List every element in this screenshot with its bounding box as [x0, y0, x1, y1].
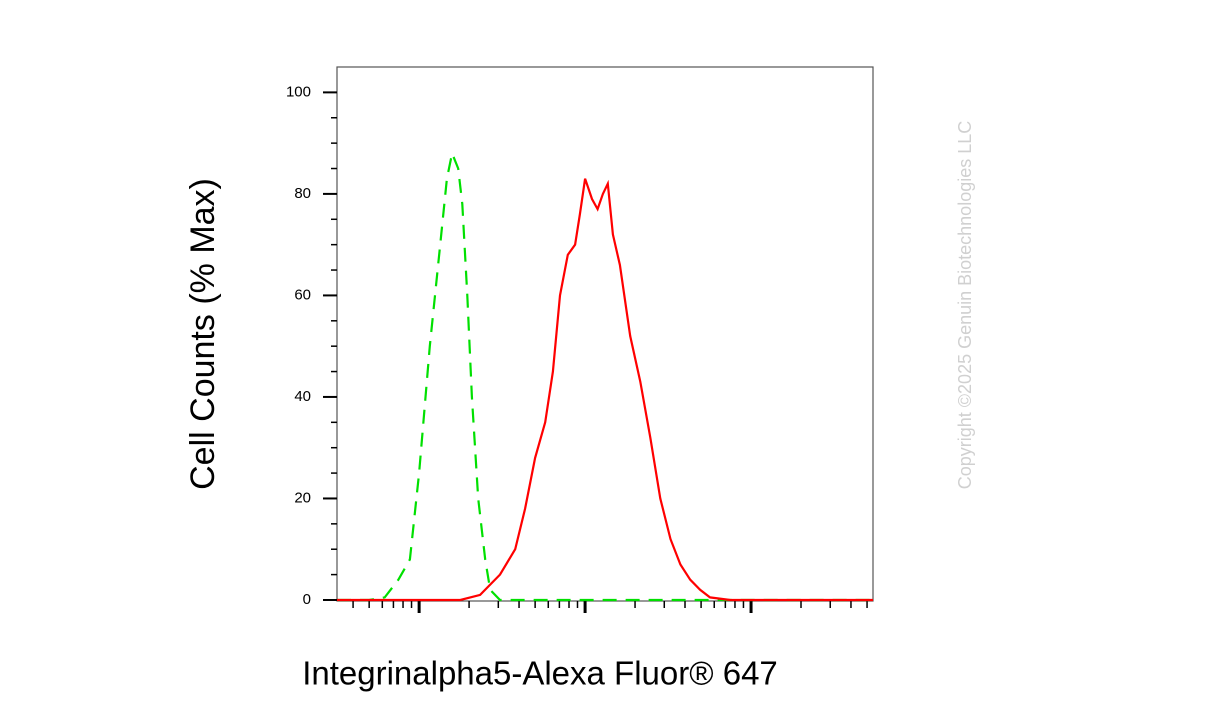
x-axis-label: Integrinalpha5-Alexa Fluor® 647 [302, 655, 778, 692]
histogram-line [337, 178, 873, 602]
plot-frame [336, 66, 874, 602]
watermark: Copyright ©2025 Genuin Biotechnologies L… [955, 121, 975, 490]
y-tick-label: 60 [294, 286, 311, 303]
y-tick-label: 80 [294, 185, 311, 202]
y-tick-label: 0 [303, 591, 311, 608]
y-tick-label: 20 [294, 489, 311, 506]
y-tick-label: 100 [286, 83, 311, 100]
histogram-line [337, 149, 873, 602]
y-axis-label: Cell Counts (% Max) [184, 178, 222, 490]
y-tick-label: 40 [294, 388, 311, 405]
